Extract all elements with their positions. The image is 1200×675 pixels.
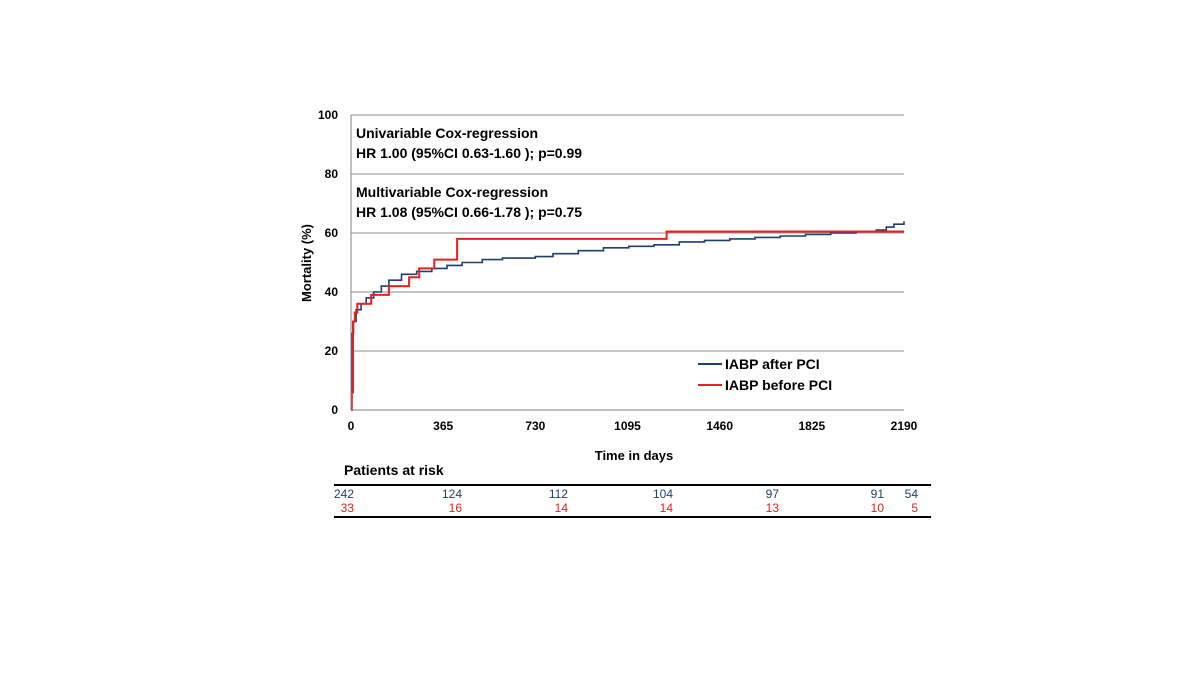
risk-value-1-6: 5 — [911, 501, 918, 515]
x-tick-label-1825: 1825 — [798, 419, 825, 433]
annotation-multivariable-line1: Multivariable Cox-regression — [356, 184, 548, 200]
annotation-multivariable-line2: HR 1.08 (95%CI 0.66-1.78 ); p=0.75 — [356, 204, 582, 220]
y-tick-label-0: 0 — [331, 403, 338, 417]
risk-value-0-1: 124 — [442, 487, 462, 501]
legend: IABP after PCI IABP before PCI — [698, 356, 832, 393]
risk-value-1-3: 14 — [660, 501, 674, 515]
risk-value-1-1: 16 — [449, 501, 463, 515]
series-layer — [350, 221, 905, 411]
x-tick-labels: 0 365 730 1095 1460 1825 2190 — [348, 419, 918, 433]
annotation-univariable-line2: HR 1.00 (95%CI 0.63-1.60 ); p=0.99 — [356, 145, 582, 161]
risk-value-1-0: 33 — [341, 501, 355, 515]
risk-value-0-4: 97 — [766, 487, 780, 501]
y-tick-label-100: 100 — [318, 108, 338, 122]
x-axis-title: Time in days — [595, 448, 674, 463]
x-tick-label-0: 0 — [348, 419, 355, 433]
x-tick-label-730: 730 — [525, 419, 545, 433]
axes — [350, 115, 904, 411]
risk-value-0-2: 112 — [549, 487, 568, 501]
y-tick-label-80: 80 — [325, 167, 339, 181]
x-tick-label-2190: 2190 — [891, 419, 918, 433]
legend-label-after-pci: IABP after PCI — [725, 356, 820, 372]
risk-table: Patients at risk 242 124 112 104 97 91 54 33 16… — [334, 462, 931, 518]
x-tick-label-365: 365 — [433, 419, 453, 433]
y-tick-label-20: 20 — [325, 344, 339, 358]
y-tick-label-60: 60 — [325, 226, 339, 240]
legend-label-before-pci: IABP before PCI — [725, 377, 832, 393]
risk-value-1-4: 13 — [766, 501, 780, 515]
risk-value-0-3: 104 — [653, 487, 673, 501]
annotation-univariable: Univariable Cox-regression HR 1.00 (95%C… — [356, 125, 582, 161]
risk-value-0-0: 242 — [334, 487, 354, 501]
series-line-iabp-before-pci — [350, 230, 904, 411]
y-axis-title: Mortality (%) — [299, 224, 314, 302]
annotation-univariable-line1: Univariable Cox-regression — [356, 125, 538, 141]
risk-value-1-2: 14 — [555, 501, 569, 515]
risk-value-1-5: 10 — [871, 501, 885, 515]
risk-table-title: Patients at risk — [344, 462, 444, 478]
risk-row-before-pci: 33 16 14 14 13 10 5 — [341, 501, 919, 515]
annotation-multivariable: Multivariable Cox-regression HR 1.08 (95… — [356, 184, 582, 220]
gridlines — [351, 114, 904, 352]
y-tick-label-40: 40 — [325, 285, 339, 299]
x-tick-label-1460: 1460 — [706, 419, 733, 433]
risk-value-0-6: 54 — [905, 487, 919, 501]
risk-value-0-5: 91 — [871, 487, 885, 501]
series-line-iabp-after-pci — [350, 221, 905, 411]
risk-row-after-pci: 242 124 112 104 97 91 54 — [334, 487, 918, 501]
y-tick-labels: 0 20 40 60 80 100 — [318, 108, 338, 417]
x-tick-label-1095: 1095 — [614, 419, 641, 433]
